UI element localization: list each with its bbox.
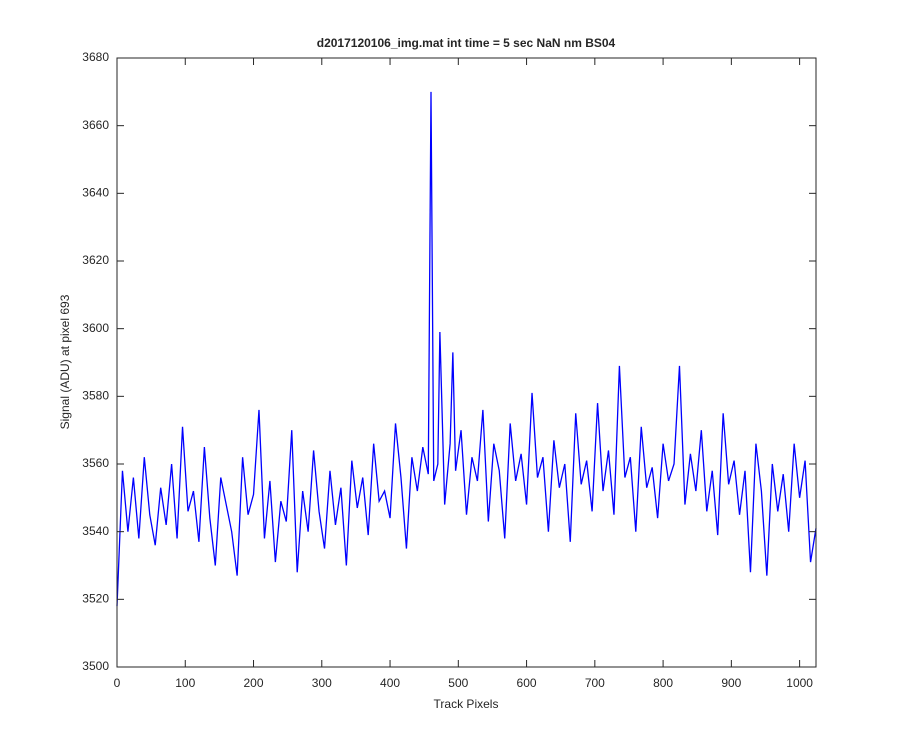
- x-tick-label: 300: [312, 676, 332, 690]
- y-tick-label: 3600: [82, 321, 109, 335]
- data-line: [116, 91, 817, 607]
- x-tick-label: 800: [653, 676, 673, 690]
- y-tick-label: 3560: [82, 456, 109, 470]
- x-tick-label: 700: [585, 676, 605, 690]
- x-tick-label: 1000: [786, 676, 813, 690]
- y-tick-label: 3640: [82, 186, 109, 200]
- x-tick-label: 500: [448, 676, 468, 690]
- y-tick-label: 3580: [82, 389, 109, 403]
- y-tick-label: 3500: [82, 659, 109, 673]
- plot-frame: [116, 57, 817, 668]
- x-tick-label: 900: [721, 676, 741, 690]
- x-tick-label: 100: [175, 676, 195, 690]
- x-tick-label: 200: [244, 676, 264, 690]
- y-tick-label: 3620: [82, 253, 109, 267]
- y-tick-label: 3520: [82, 592, 109, 606]
- chart-title: d2017120106_img.mat int time = 5 sec NaN…: [317, 36, 616, 50]
- x-axis-label: Track Pixels: [434, 697, 499, 711]
- x-tick-label: 0: [114, 676, 121, 690]
- y-axis-label: Signal (ADU) at pixel 693: [58, 294, 72, 429]
- y-tick-label: 3660: [82, 118, 109, 132]
- x-tick-label: 400: [380, 676, 400, 690]
- x-tick-label: 600: [517, 676, 537, 690]
- y-tick-label: 3540: [82, 524, 109, 538]
- y-tick-label: 3680: [82, 50, 109, 64]
